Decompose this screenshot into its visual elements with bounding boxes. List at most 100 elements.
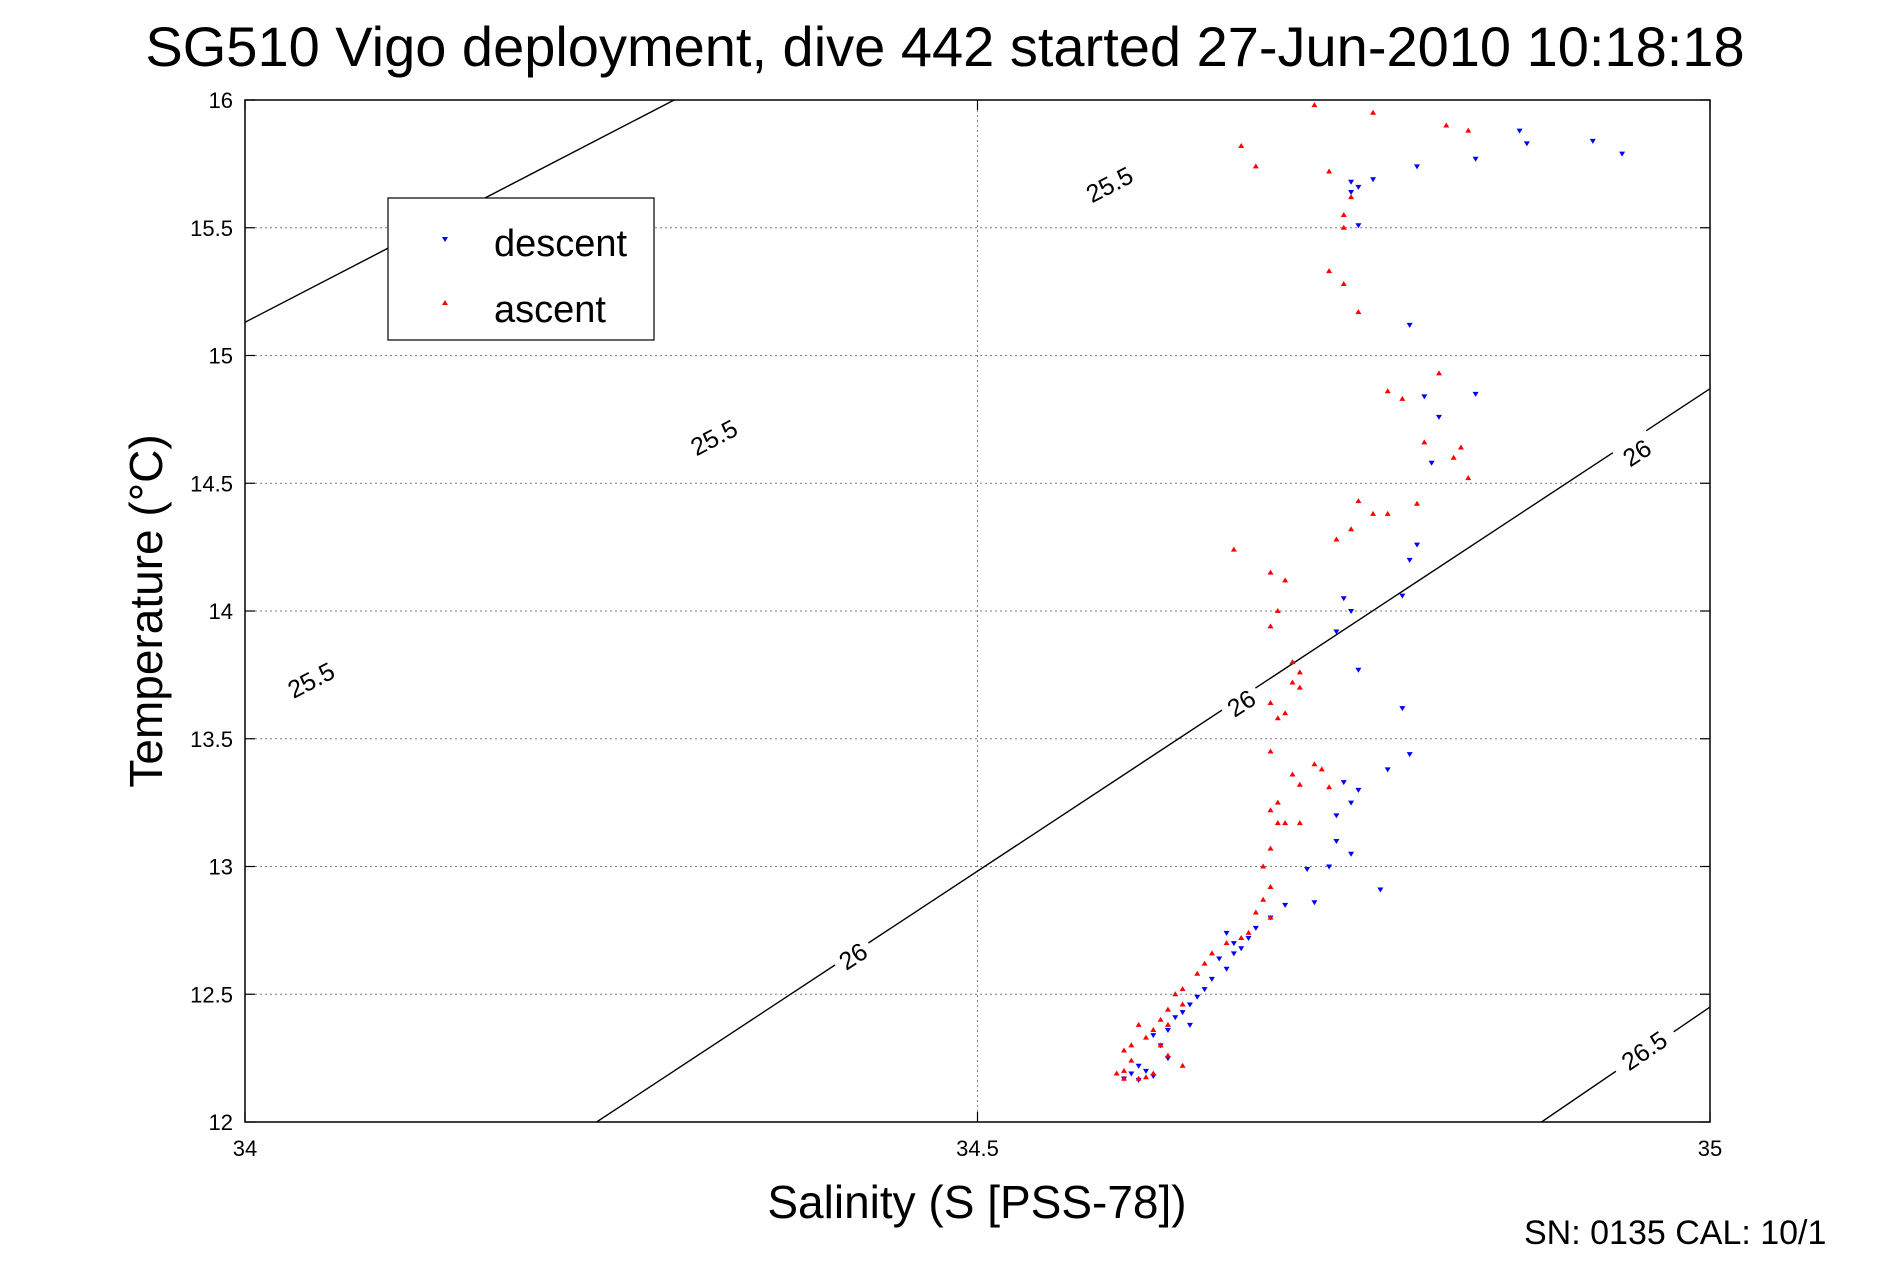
descent-point — [1348, 179, 1355, 185]
ascent-point — [1326, 168, 1333, 174]
ascent-point — [1121, 1047, 1127, 1053]
descent-point — [1201, 987, 1208, 993]
descent-point — [1589, 138, 1596, 144]
descent-point — [1348, 800, 1355, 806]
ascent-point — [1318, 766, 1325, 772]
descent-point — [1326, 864, 1333, 870]
legend-marker-descent — [442, 237, 448, 242]
ascent-point — [1384, 388, 1391, 394]
ascent-point — [1135, 1021, 1142, 1027]
ascent-point — [1289, 659, 1296, 665]
descent-point — [1304, 867, 1311, 873]
axis-ticks: 34 34.5 35 12 12.5 13 13.5 14 14.5 15 15.5 16 — [190, 88, 1722, 1161]
ascent-point — [1282, 577, 1289, 583]
descent-point — [1230, 941, 1237, 947]
contour-label-gap — [273, 651, 349, 709]
contour-label-gap — [1607, 1019, 1681, 1082]
ascent-point — [1296, 684, 1303, 690]
descent-point — [1333, 838, 1340, 844]
descent-point — [1186, 1002, 1193, 1008]
descent-point — [1377, 887, 1384, 893]
descent-point — [1472, 156, 1479, 162]
ascent-point — [1399, 395, 1406, 401]
footer-serial-calibration: SN: 0135 CAL: 10/1 — [1524, 1214, 1826, 1252]
ascent-point — [1289, 679, 1296, 685]
ascent-point — [1348, 194, 1355, 200]
legend-label-ascent: ascent — [494, 289, 606, 331]
descent-point — [1340, 596, 1347, 602]
ascent-point — [1157, 1016, 1164, 1022]
x-tick-label: 34.5 — [956, 1136, 999, 1161]
y-tick-label: 12.5 — [190, 982, 233, 1007]
ascent-point — [1355, 498, 1362, 504]
ascent-point — [1348, 526, 1355, 532]
ascent-point — [1296, 669, 1303, 675]
descent-point — [1142, 1068, 1149, 1074]
descent-point — [1179, 1010, 1186, 1016]
ascent-point — [1465, 127, 1472, 133]
descent-point — [1406, 557, 1413, 563]
descent-point — [1523, 141, 1530, 147]
descent-point — [1414, 164, 1420, 170]
descent-point — [1399, 706, 1406, 712]
descent-point — [1223, 966, 1230, 972]
ascent-point — [1274, 715, 1281, 721]
ascent-point — [1311, 102, 1318, 108]
ascent-point — [1457, 444, 1464, 450]
contour-line-26 — [596, 388, 1710, 1122]
ascent-point — [1421, 439, 1428, 445]
descent-point — [1348, 851, 1355, 857]
x-axis-label: Salinity (S [PSS-78]) — [767, 1176, 1186, 1228]
ascent-point — [1333, 536, 1340, 542]
y-tick-label: 13 — [209, 855, 233, 880]
ascent-point — [1311, 761, 1318, 767]
descent-point — [1370, 177, 1377, 183]
ascent-point — [1135, 1075, 1142, 1081]
legend-box — [387, 197, 655, 341]
descent-point — [1428, 460, 1435, 466]
ascent-point — [1164, 1021, 1171, 1027]
ascent-point — [1296, 820, 1303, 826]
ascent-point — [1179, 986, 1186, 992]
descent-point — [1435, 414, 1442, 420]
ascent-point — [1414, 500, 1420, 506]
descent-point — [1384, 767, 1391, 773]
legend-marker-ascent — [442, 300, 448, 305]
ascent-point — [1384, 510, 1391, 516]
ascent-point — [1208, 950, 1215, 956]
ascent-point — [1164, 1052, 1171, 1058]
descent-point — [1128, 1071, 1135, 1077]
descent-point — [1348, 189, 1355, 195]
descent-point — [1252, 925, 1259, 931]
ascent-point — [1179, 1062, 1186, 1068]
ascent-point — [1340, 280, 1347, 286]
descent-point — [1135, 1063, 1142, 1069]
ascent-point — [1267, 914, 1274, 920]
ascent-point — [1128, 1057, 1135, 1063]
ascent-point — [1164, 1006, 1171, 1012]
descent-point — [1406, 752, 1413, 758]
y-axis-label: Temperature (°C) — [120, 434, 172, 787]
ascent-point — [1267, 623, 1274, 629]
descent-point — [1230, 951, 1237, 957]
ascent-point — [1450, 454, 1457, 460]
ascent-point — [1230, 546, 1237, 552]
descent-point — [1172, 1015, 1179, 1021]
ascent-point — [1267, 748, 1274, 754]
legend: descent ascent — [387, 197, 655, 341]
descent-point — [1333, 813, 1340, 819]
descent-point — [1421, 394, 1428, 400]
ascent-point — [1282, 820, 1289, 826]
ascent-point — [1274, 608, 1281, 613]
descent-point — [1238, 946, 1245, 952]
descent-point — [1311, 900, 1318, 906]
ascent-point — [1238, 142, 1245, 148]
ascent-point — [1326, 268, 1333, 274]
y-tick-label: 15.5 — [190, 216, 233, 241]
ascent-point — [1223, 940, 1230, 946]
y-tick-label: 14.5 — [190, 471, 233, 496]
ascent-point — [1267, 845, 1274, 851]
ascent-point — [1443, 122, 1450, 128]
ascent-point — [1252, 163, 1259, 169]
contour-label-gap — [1071, 155, 1147, 213]
